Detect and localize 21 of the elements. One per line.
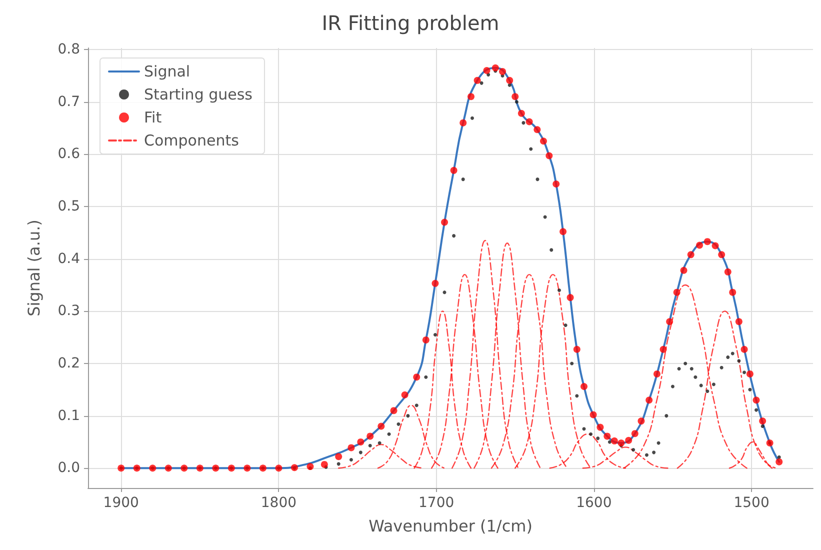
legend-label: Components — [144, 132, 240, 150]
legend-label: Signal — [144, 62, 190, 80]
y-tick-label: 0.3 — [58, 303, 80, 320]
x-tick-label: 1500 — [734, 495, 770, 511]
x-axis-title: Wavenumber (1/cm) — [368, 516, 532, 536]
y-tick-label: 0.8 — [58, 42, 80, 58]
x-tick-label: 1800 — [260, 495, 297, 511]
y-tick-label: 0.6 — [58, 146, 80, 162]
y-axis-title: Signal (a.u.) — [24, 220, 44, 316]
chart-title: IR Fitting problem — [322, 11, 500, 35]
y-tick-label: 0.0 — [58, 460, 80, 476]
y-tick-label: 0.1 — [58, 408, 80, 424]
x-tick-label: 1900 — [103, 495, 139, 511]
legend-label: Fit — [144, 108, 162, 126]
x-tick-label: 1700 — [418, 495, 454, 511]
legend-label: Starting guess — [144, 86, 253, 104]
y-tick-label: 0.7 — [58, 94, 80, 110]
y-tick-label: 0.4 — [58, 250, 80, 267]
x-tick-label: 1600 — [576, 495, 612, 511]
y-tick-label: 0.2 — [58, 355, 80, 372]
y-tick-label: 0.5 — [58, 198, 80, 215]
